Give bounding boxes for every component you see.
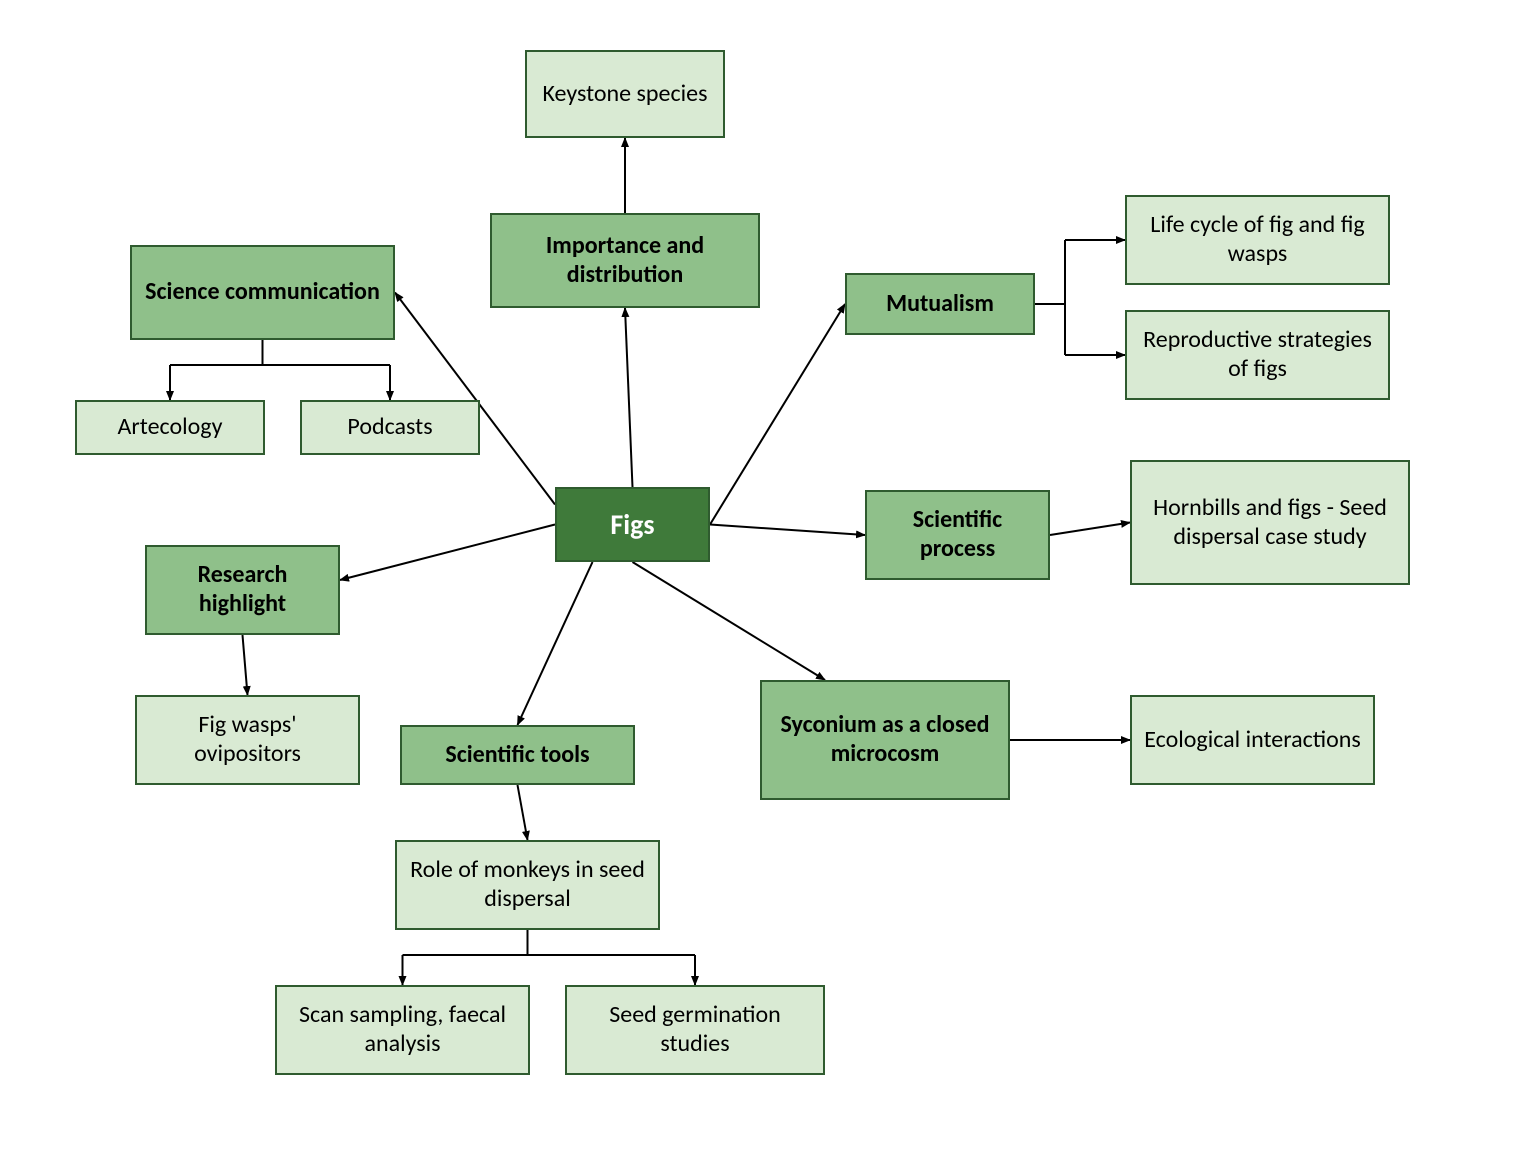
node-figs: Figs	[555, 487, 710, 562]
node-artecology: Artecology	[75, 400, 265, 455]
node-label: Seed germination studies	[575, 1001, 815, 1059]
edge-figs-importance	[625, 308, 633, 487]
node-scitools: Scientific tools	[400, 725, 635, 785]
node-label: Artecology	[118, 413, 223, 442]
edge-sciprocess-hornbills	[1050, 523, 1130, 536]
node-label: Importance and distribution	[500, 232, 750, 290]
node-podcasts: Podcasts	[300, 400, 480, 455]
node-hornbills: Hornbills and figs - Seed dispersal case…	[1130, 460, 1410, 585]
node-label: Ecological interactions	[1144, 726, 1361, 755]
node-label: Syconium as a closed microcosm	[770, 711, 1000, 769]
node-reproductive: Reproductive strategies of figs	[1125, 310, 1390, 400]
node-scicomm: Science communication	[130, 245, 395, 340]
node-keystone: Keystone species	[525, 50, 725, 138]
node-label: Keystone species	[543, 80, 708, 109]
edge-scitools-monkeys	[518, 785, 528, 840]
edge-figs-sciprocess	[710, 525, 865, 536]
node-ovipositors: Fig wasps' ovipositors	[135, 695, 360, 785]
node-syconium: Syconium as a closed microcosm	[760, 680, 1010, 800]
node-scan: Scan sampling, faecal analysis	[275, 985, 530, 1075]
edge-figs-scicomm	[395, 293, 555, 505]
node-ecological: Ecological interactions	[1130, 695, 1375, 785]
node-label: Scientific process	[875, 506, 1040, 564]
node-sciprocess: Scientific process	[865, 490, 1050, 580]
node-importance: Importance and distribution	[490, 213, 760, 308]
node-label: Role of monkeys in seed dispersal	[405, 856, 650, 914]
edge-figs-mutualism	[710, 304, 845, 525]
node-research: Research highlight	[145, 545, 340, 635]
node-lifecycle: Life cycle of fig and fig wasps	[1125, 195, 1390, 285]
node-monkeys: Role of monkeys in seed dispersal	[395, 840, 660, 930]
node-label: Hornbills and figs - Seed dispersal case…	[1140, 494, 1400, 552]
node-label: Reproductive strategies of figs	[1135, 326, 1380, 384]
node-label: Scan sampling, faecal analysis	[285, 1001, 520, 1059]
node-label: Figs	[610, 508, 654, 542]
edge-research-ovipositors	[243, 635, 248, 695]
edge-figs-scitools	[518, 562, 593, 725]
node-label: Research highlight	[155, 561, 330, 619]
node-germination: Seed germination studies	[565, 985, 825, 1075]
edge-figs-research	[340, 525, 555, 581]
node-label: Life cycle of fig and fig wasps	[1135, 211, 1380, 269]
node-label: Mutualism	[886, 290, 994, 319]
node-label: Fig wasps' ovipositors	[145, 711, 350, 769]
node-label: Scientific tools	[445, 741, 589, 770]
diagram-stage: Figs Importance and distribution Keystone …	[0, 0, 1526, 1156]
edge-figs-syconium	[633, 562, 826, 680]
node-label: Science communication	[145, 278, 380, 307]
node-mutualism: Mutualism	[845, 273, 1035, 335]
node-label: Podcasts	[347, 413, 432, 442]
